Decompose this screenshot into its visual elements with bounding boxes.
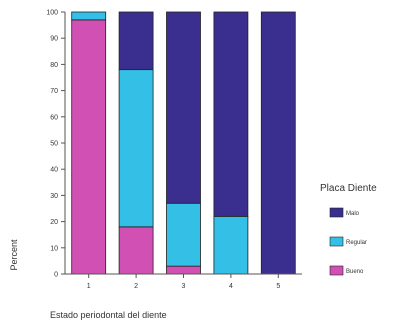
bar-segment-bueno-2 xyxy=(118,226,154,275)
legend-swatch-malo xyxy=(329,207,344,218)
y-tick-label: 50 xyxy=(50,141,58,148)
y-tick-label: 20 xyxy=(50,219,58,226)
bar-segment-malo-5 xyxy=(260,11,296,275)
legend-title: Placa Diente xyxy=(320,183,377,194)
bar-segment-bueno-1 xyxy=(71,19,107,275)
legend-label-malo: Malo xyxy=(346,211,360,217)
x-tick-label: 1 xyxy=(87,283,91,290)
bar-segment-regular-4 xyxy=(213,215,249,275)
y-tick-label: 60 xyxy=(50,114,58,121)
y-tick-label: 80 xyxy=(50,62,58,69)
legend-label-bueno: Bueno xyxy=(346,269,364,275)
y-axis-ticks: 0 10 20 30 40 50 60 70 80 90 100 xyxy=(46,10,65,279)
legend-swatch-bueno xyxy=(329,265,344,276)
x-tick-label: 3 xyxy=(182,283,186,290)
bar-segment-malo-4 xyxy=(213,11,249,217)
legend-label-regular: Regular xyxy=(346,240,367,246)
legend: Placa Diente Malo Regular Bueno xyxy=(320,183,377,276)
x-axis-title: Estado periodontal del diente xyxy=(50,310,167,320)
x-axis-ticks: 1 2 3 4 5 xyxy=(87,274,280,290)
y-tick-label: 70 xyxy=(50,88,58,95)
bar-segment-regular-3 xyxy=(166,202,201,267)
x-tick-label: 4 xyxy=(229,283,233,290)
y-tick-label: 30 xyxy=(50,193,58,200)
y-tick-label: 40 xyxy=(50,167,58,174)
bars-group xyxy=(71,11,296,275)
legend-items: Malo Regular Bueno xyxy=(329,207,367,276)
bar-segment-regular-2 xyxy=(118,69,154,228)
x-tick-label: 5 xyxy=(276,283,280,290)
bar-segment-bueno-3 xyxy=(166,265,201,275)
y-tick-label: 100 xyxy=(46,10,58,17)
bar-segment-regular-1 xyxy=(71,11,107,21)
bar-segment-malo-2 xyxy=(118,11,154,71)
y-tick-label: 10 xyxy=(50,245,58,252)
y-axis-title: Percent xyxy=(9,239,19,271)
x-tick-label: 2 xyxy=(134,283,138,290)
y-tick-label: 90 xyxy=(50,36,58,43)
bar-segment-malo-3 xyxy=(166,11,201,204)
legend-swatch-regular xyxy=(329,236,344,247)
y-tick-label: 0 xyxy=(54,272,58,279)
